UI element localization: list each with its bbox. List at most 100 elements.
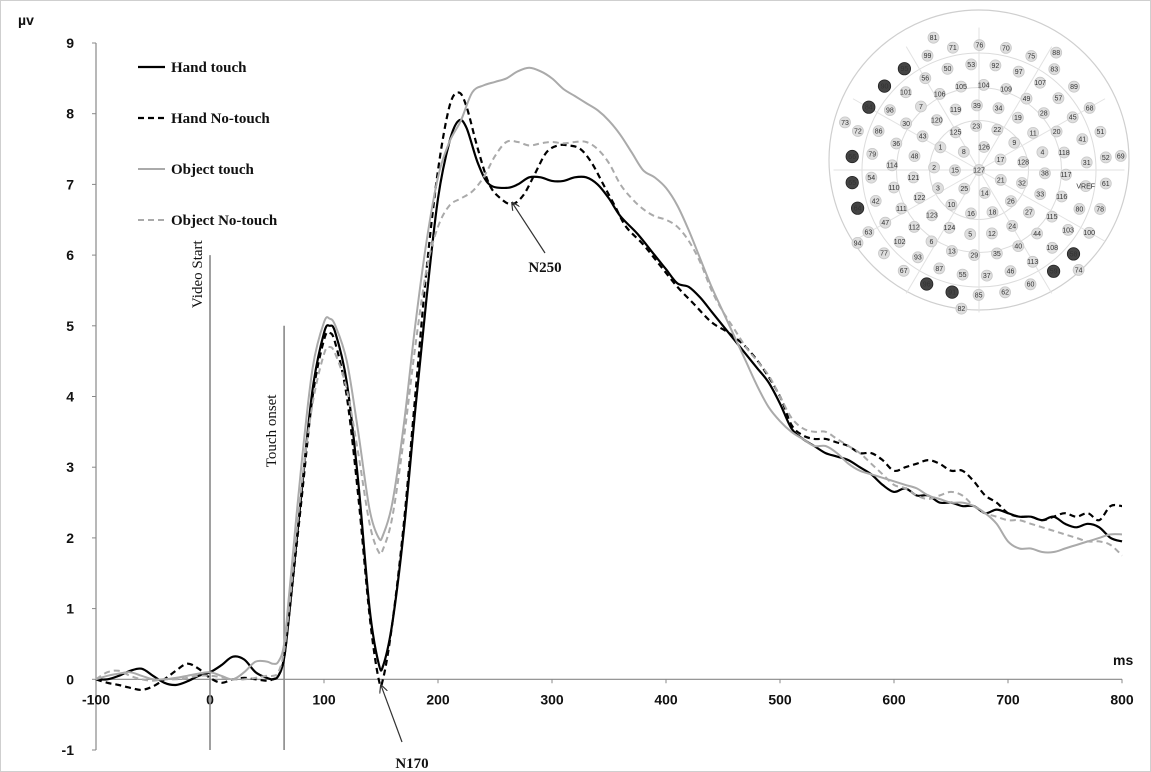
y-tick-label: 3	[66, 459, 74, 475]
legend-label-hand-no-touch: Hand No-touch	[171, 111, 270, 127]
electrode-6	[925, 235, 938, 248]
electrode-label: 52	[1102, 155, 1110, 162]
electrode-label: 124	[944, 225, 956, 232]
electrode-label: 38	[1041, 171, 1049, 178]
electrode-13	[946, 245, 958, 257]
electrode-label: 2	[932, 165, 936, 172]
electrode-label: 58	[1070, 251, 1078, 258]
electrode-label: 4	[1040, 150, 1044, 157]
x-axis-unit-label: ms	[1113, 652, 1133, 668]
electrode-label: 11	[1029, 130, 1036, 137]
electrode-3	[932, 182, 944, 195]
y-axis-unit-label: µv	[18, 12, 34, 28]
electrode-label: 122	[914, 195, 926, 202]
electrode-label: 78	[1096, 206, 1104, 213]
electrode-55	[956, 268, 969, 281]
electrode-74	[1072, 263, 1085, 276]
electrode-77	[878, 247, 890, 260]
electrode-96	[920, 277, 934, 291]
electrode-label: 61	[1102, 181, 1110, 188]
electrode-70	[1000, 42, 1012, 54]
electrode-88	[1050, 46, 1063, 59]
electrode-label: 24	[1008, 223, 1016, 230]
electrode-32	[1016, 177, 1028, 189]
electrode-label: 16	[967, 211, 975, 218]
electrode-11	[1027, 126, 1039, 139]
electrode-105	[955, 80, 967, 93]
electrode-92	[989, 59, 1002, 72]
electrode-111	[895, 202, 908, 215]
electrode-18	[986, 206, 999, 219]
electrode-label: 62	[1001, 290, 1009, 297]
electrode-label: 35	[993, 251, 1001, 258]
electrode-label: 117	[1060, 172, 1071, 179]
electrode-44	[1031, 227, 1043, 240]
electrode-label: 118	[1059, 150, 1070, 157]
electrode-5	[964, 228, 977, 241]
electrode-85	[972, 288, 985, 301]
electrode-label: 71	[949, 45, 957, 52]
y-tick-label: 7	[66, 176, 74, 192]
electrode-label: 51	[1097, 129, 1105, 136]
y-tick-label: 9	[66, 35, 74, 51]
electrode-61	[1099, 177, 1112, 190]
electrode-label: 28	[1040, 111, 1048, 118]
electrode-label: 45	[1069, 115, 1077, 122]
electrode-119	[949, 103, 962, 116]
electrode-8	[957, 145, 970, 158]
electrode-126	[978, 141, 990, 153]
electrode-label: 120	[931, 118, 943, 125]
electrode-label: 39	[973, 103, 981, 110]
electrode-125	[949, 126, 962, 139]
electrode-label: 105	[955, 84, 967, 91]
electrode-label: 40	[1014, 244, 1022, 251]
electrode-label: 68	[1086, 105, 1094, 112]
electrode-label: 83	[1050, 67, 1058, 74]
electrode-12	[986, 227, 998, 240]
electrode-14	[978, 186, 991, 199]
electrode-67	[897, 264, 910, 277]
electrode-label: 32	[1018, 180, 1026, 187]
electrode-label: 99	[924, 53, 932, 60]
electrode-label: 81	[930, 35, 938, 42]
electrode-label: 29	[970, 253, 978, 260]
electrode-86	[872, 125, 885, 138]
electrode-128	[1017, 155, 1030, 168]
electrode-label: 21	[997, 177, 1005, 184]
electrode-label: 126	[978, 144, 990, 151]
electrode-90	[877, 79, 892, 93]
electrode-label: 94	[854, 240, 862, 247]
electrode-21	[994, 173, 1007, 186]
electrode-35	[991, 247, 1003, 260]
electrode-72	[852, 125, 864, 137]
electrode-53	[965, 58, 978, 71]
electrode-45	[1066, 111, 1079, 124]
electrode-100	[1083, 226, 1096, 239]
electrode-label: 95	[901, 66, 909, 73]
electrode-98	[884, 104, 896, 116]
electrode-label: 17	[997, 157, 1005, 164]
electrode-label: 25	[960, 186, 968, 193]
electrode-25	[958, 182, 971, 195]
electrode-label: 70	[1002, 45, 1010, 52]
electrode-49	[1020, 92, 1033, 105]
electrode-label: 80	[1076, 206, 1084, 213]
electrode-label: 76	[976, 43, 984, 50]
electrode-label: 19	[1014, 115, 1022, 122]
electrode-label: VREF	[1076, 184, 1095, 191]
electrode-label: 44	[1033, 231, 1041, 238]
electrode-label: 101	[900, 90, 912, 97]
electrode-label: 63	[865, 230, 873, 237]
electrode-50	[941, 62, 954, 75]
electrode-47	[879, 216, 892, 229]
event-markers: Video Start Touch onset	[190, 239, 285, 750]
electrode-label: 54	[867, 175, 875, 182]
electrode-48	[908, 150, 921, 163]
electrode-121	[907, 171, 920, 184]
electrode-label: 47	[881, 220, 889, 227]
electrode-95	[897, 62, 912, 76]
electrode-label: 13	[948, 248, 956, 255]
electrode-9	[1008, 136, 1021, 149]
marker-label-video-start: Video Start	[190, 239, 206, 308]
electrode-93	[912, 251, 924, 264]
